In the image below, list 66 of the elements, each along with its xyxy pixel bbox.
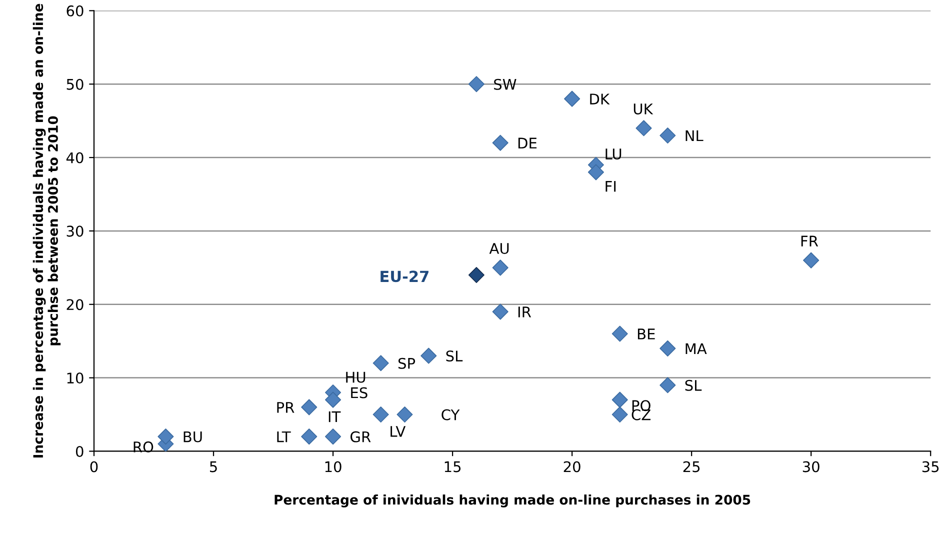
annotation: MA bbox=[686, 343, 707, 354]
annotation: IR bbox=[518, 306, 532, 318]
y-tick-label: 0 bbox=[76, 446, 84, 457]
x-tick-label: 20 bbox=[564, 461, 580, 472]
y-tick-label: 20 bbox=[66, 299, 84, 310]
annotation: FI bbox=[606, 181, 616, 192]
point bbox=[660, 340, 676, 356]
point bbox=[612, 406, 628, 423]
x-axis-title: Percentage of inividuals having made on-line purchases in 2005 bbox=[274, 494, 750, 508]
point bbox=[372, 406, 389, 423]
y-tick-label: 50 bbox=[66, 78, 84, 90]
point bbox=[492, 134, 508, 151]
annotation: HU bbox=[346, 372, 366, 383]
point bbox=[564, 90, 580, 107]
point bbox=[492, 304, 508, 320]
point bbox=[803, 252, 820, 268]
annotation: BE bbox=[638, 328, 655, 340]
x-tick-label: 25 bbox=[683, 461, 700, 472]
annotation: IT bbox=[328, 411, 341, 422]
y-tick-label: 10 bbox=[67, 372, 84, 384]
point bbox=[301, 399, 318, 416]
annotation: LU bbox=[606, 148, 622, 160]
annotation: SW bbox=[494, 78, 516, 90]
annotation: CY bbox=[442, 409, 460, 420]
annotation: PR bbox=[277, 402, 294, 413]
annotation: SL bbox=[446, 350, 463, 362]
x-tick-label: 30 bbox=[802, 461, 820, 472]
point bbox=[396, 406, 413, 423]
annotation: ES bbox=[351, 387, 368, 398]
point bbox=[468, 76, 484, 92]
annotation: LV bbox=[390, 426, 406, 437]
point bbox=[660, 127, 676, 144]
y-axis-title: Increase in percentage of individuals having made an on-line purchse between 2005 to 2010 bbox=[32, 4, 61, 458]
text: EU-27 bbox=[380, 270, 428, 282]
point bbox=[372, 355, 389, 372]
point bbox=[325, 392, 342, 408]
annotation: SL bbox=[685, 380, 702, 391]
annotation: DK bbox=[590, 94, 610, 104]
annotation: DE bbox=[518, 138, 537, 148]
x-tick-label: 35 bbox=[922, 461, 939, 472]
point bbox=[492, 260, 508, 276]
y-tick-label: 30 bbox=[66, 226, 84, 237]
annotation: SP bbox=[398, 358, 416, 369]
x-tick-label: 5 bbox=[210, 461, 217, 472]
annotation: NL bbox=[686, 130, 704, 142]
annotation: FR bbox=[801, 236, 818, 246]
point bbox=[660, 377, 676, 394]
point bbox=[301, 428, 318, 445]
point bbox=[325, 428, 342, 445]
point bbox=[612, 392, 628, 408]
annotation: BU bbox=[184, 431, 202, 442]
x-tick-label: 15 bbox=[444, 461, 461, 472]
point bbox=[468, 266, 484, 284]
y-tick-label: 40 bbox=[66, 152, 84, 164]
annotation: LT bbox=[277, 431, 291, 442]
y-tick-label: 60 bbox=[66, 5, 84, 16]
x-tick-label: 0 bbox=[90, 461, 98, 472]
point bbox=[420, 348, 437, 364]
annotation: GR bbox=[350, 431, 371, 442]
x-tick-label: 10 bbox=[325, 461, 342, 472]
point bbox=[612, 326, 628, 342]
annotation: UK bbox=[634, 104, 654, 114]
point bbox=[158, 428, 174, 445]
point bbox=[588, 164, 604, 180]
point bbox=[636, 120, 652, 136]
annotation: AU bbox=[489, 243, 509, 254]
